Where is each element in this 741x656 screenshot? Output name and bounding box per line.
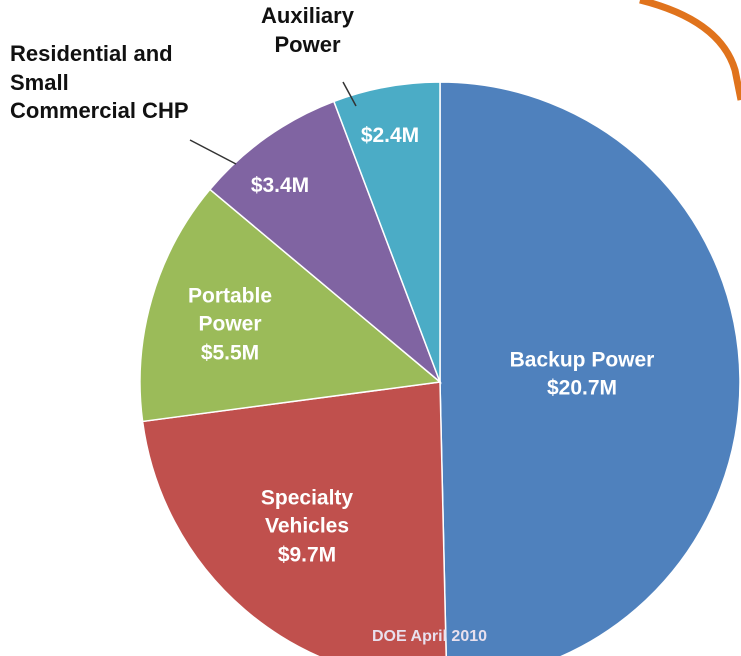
pie-slice — [139, 188, 442, 423]
annotation: DOE April 2010 — [372, 628, 488, 645]
pie-slice — [208, 100, 442, 385]
category-name: Auxiliary Power — [261, 3, 354, 57]
leader-line — [342, 81, 357, 107]
category-name: Specialty Vehicles — [260, 486, 354, 538]
category-name: Backup Power — [509, 348, 655, 372]
value-label: $5.5M — [200, 341, 260, 365]
slice-label: Specialty Vehicles $9.7M — [247, 484, 367, 569]
category-label: Auxiliary Power — [225, 2, 390, 59]
pie-slice — [141, 381, 447, 656]
value-label: $2.4M — [360, 123, 420, 147]
decor-curve — [639, 0, 741, 101]
slice-label: Backup Power $20.7M — [482, 347, 682, 404]
category-name: Portable Power — [187, 284, 273, 336]
slice-label: $2.4M — [340, 122, 440, 150]
pie-slice — [332, 81, 441, 383]
category-name: Residential and Small Commercial CHP — [10, 41, 189, 124]
value-label: $3.4M — [250, 173, 310, 197]
value-label: $20.7M — [546, 377, 618, 400]
value-label: $9.7M — [277, 543, 337, 567]
category-label: Residential and Small Commercial CHP — [10, 40, 195, 126]
pie-slice — [439, 81, 741, 656]
slice-label: Portable Power $5.5M — [170, 282, 290, 367]
slice-label: $3.4M — [220, 172, 340, 200]
leader-line — [189, 139, 237, 165]
